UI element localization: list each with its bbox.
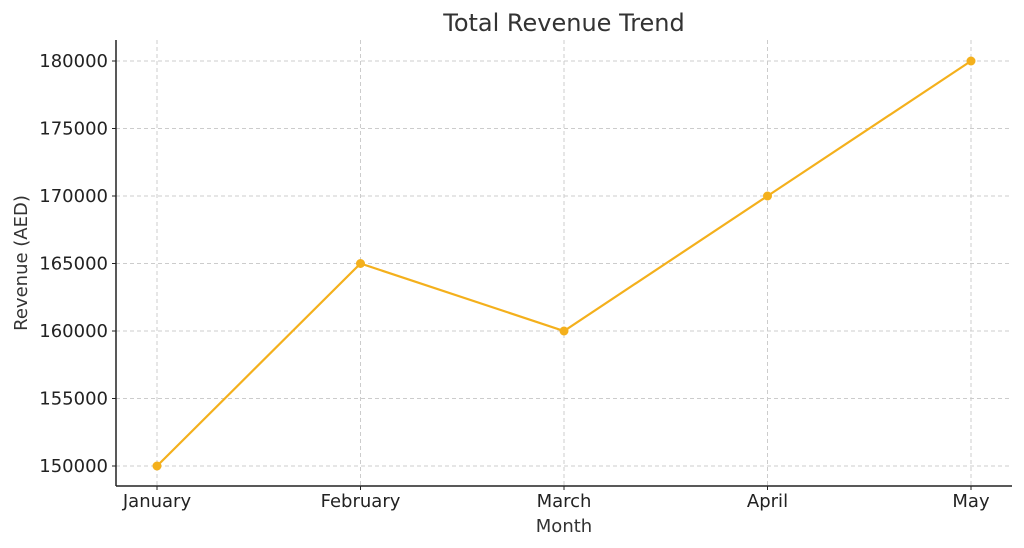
y-tick-label: 180000: [39, 51, 108, 72]
chart-title: Total Revenue Trend: [442, 9, 685, 37]
y-tick-label: 160000: [39, 321, 108, 342]
y-axis-label: Revenue (AED): [11, 195, 32, 331]
x-tick-label: March: [537, 491, 592, 512]
x-tick-label: January: [122, 491, 192, 512]
data-point-marker: [356, 259, 365, 268]
data-point-marker: [559, 326, 569, 336]
y-tick-label: 155000: [39, 389, 108, 410]
data-point-marker: [152, 461, 162, 471]
data-point-marker: [966, 56, 976, 66]
y-axis-ticks: 150000 155000 160000 165000 170000 175000 1800…: [39, 51, 116, 477]
y-tick-label: 165000: [39, 254, 108, 275]
grid-lines: [116, 40, 1012, 486]
y-tick-label: 150000: [39, 456, 108, 477]
x-tick-label: February: [321, 491, 401, 512]
x-axis-label: Month: [536, 516, 592, 537]
y-tick-label: 175000: [39, 119, 108, 140]
y-tick-label: 170000: [39, 186, 108, 207]
data-series: [152, 56, 976, 471]
data-point-marker: [763, 191, 772, 201]
x-tick-label: May: [952, 491, 990, 512]
x-axis-ticks: January February March April May: [122, 486, 990, 512]
x-tick-label: April: [747, 491, 788, 512]
